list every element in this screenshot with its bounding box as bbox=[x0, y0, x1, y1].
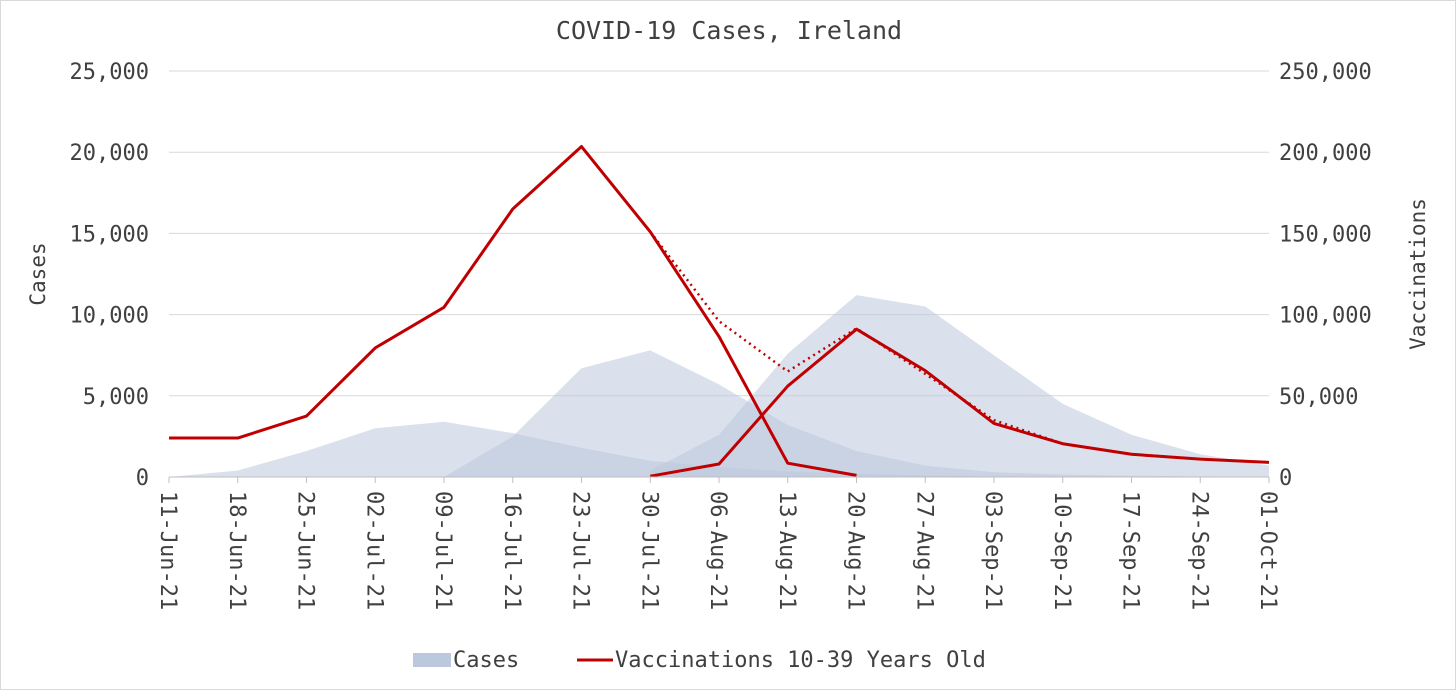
y2-tick-label: 200,000 bbox=[1279, 141, 1372, 166]
axes: 0 5,000 10,000 15,000 20,000 25,000 0 50,000 100… bbox=[70, 60, 1372, 610]
y2-tick-label: 250,000 bbox=[1279, 60, 1372, 85]
cases-area bbox=[169, 421, 1269, 477]
x-tick-label: 10-Sep-21 bbox=[1049, 491, 1074, 610]
x-tick-label: 25-Jun-21 bbox=[293, 491, 318, 610]
cases-areas bbox=[169, 295, 1269, 477]
x-tick-label: 06-Aug-21 bbox=[705, 491, 730, 610]
x-tick-label: 02-Jul-21 bbox=[361, 491, 386, 610]
y2-tick-label: 150,000 bbox=[1279, 222, 1372, 247]
legend-swatch-cases bbox=[413, 653, 451, 667]
chart-title: COVID-19 Cases, Ireland bbox=[556, 16, 902, 45]
x-tick-label: 11-Jun-21 bbox=[155, 491, 180, 610]
vaccinations-line bbox=[649, 327, 1270, 478]
legend-label-vaccinations: Vaccinations 10-39 Years Old bbox=[615, 648, 986, 673]
x-tick-label: 13-Aug-21 bbox=[774, 491, 799, 610]
vaccination-lines bbox=[169, 145, 1270, 478]
x-tick-label: 23-Jul-21 bbox=[568, 491, 593, 610]
y2-tick-label: 100,000 bbox=[1279, 304, 1372, 329]
y-axis-title: Cases bbox=[26, 242, 50, 305]
x-tick-label: 17-Sep-21 bbox=[1118, 491, 1143, 610]
y-tick-label: 25,000 bbox=[70, 60, 149, 85]
legend-label-cases: Cases bbox=[453, 648, 519, 673]
x-tick-label: 27-Aug-21 bbox=[911, 491, 936, 610]
x-tick-label: 03-Sep-21 bbox=[980, 491, 1005, 610]
x-tick-label: 20-Aug-21 bbox=[843, 491, 868, 610]
gridlines bbox=[169, 70, 1269, 397]
x-tick-label: 30-Jul-21 bbox=[636, 491, 661, 610]
y-tick-label: 15,000 bbox=[70, 222, 149, 247]
y-tick-label: 20,000 bbox=[70, 141, 149, 166]
x-tick-label: 18-Jun-21 bbox=[224, 491, 249, 610]
x-tick-label: 01-Oct-21 bbox=[1255, 491, 1280, 610]
x-tick-label: 24-Sep-21 bbox=[1186, 491, 1211, 610]
x-tick-label: 09-Jul-21 bbox=[430, 491, 455, 610]
vaccinations-line bbox=[169, 145, 857, 477]
y2-tick-label: 0 bbox=[1279, 466, 1292, 491]
y-tick-label: 0 bbox=[136, 466, 149, 491]
cases-area bbox=[444, 350, 1269, 477]
cases-area bbox=[650, 295, 1269, 477]
y-tick-label: 10,000 bbox=[70, 304, 149, 329]
y2-axis-title: Vaccinations bbox=[1406, 198, 1430, 350]
x-tick-label: 16-Jul-21 bbox=[499, 491, 524, 610]
y-tick-label: 5,000 bbox=[83, 385, 149, 410]
y2-tick-label: 50,000 bbox=[1279, 385, 1358, 410]
legend: Cases Vaccinations 10-39 Years Old bbox=[413, 648, 986, 673]
